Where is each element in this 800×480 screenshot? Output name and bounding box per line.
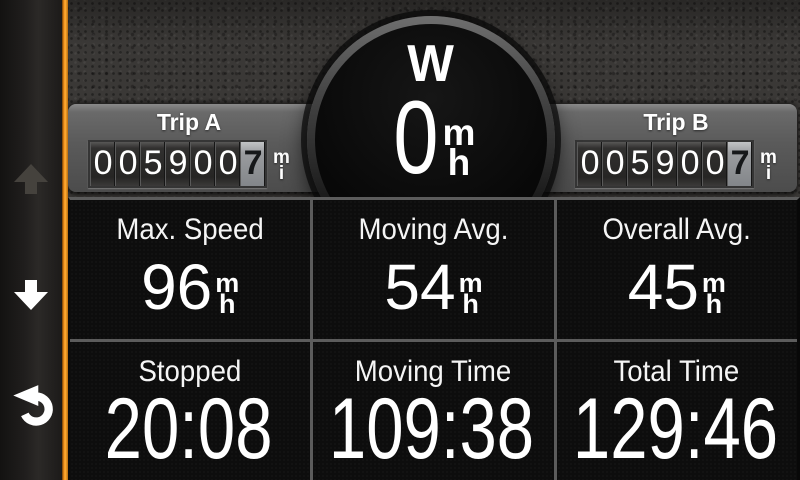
stat-label: Moving Avg. bbox=[358, 213, 509, 246]
scroll-up-button[interactable] bbox=[0, 156, 62, 202]
odometer-digit: 9 bbox=[165, 141, 191, 186]
odometer-digit: 0 bbox=[602, 141, 628, 186]
arrow-up-icon bbox=[14, 163, 48, 194]
stat-cell-max-speed[interactable]: Max. Speed 96 m h bbox=[70, 200, 311, 339]
menu-button[interactable] bbox=[0, 38, 62, 80]
stat-cell-total-time[interactable]: Total Time 129:46 bbox=[556, 341, 797, 480]
odometer-counter-digit: 7 bbox=[240, 141, 266, 186]
stat-label: Total Time bbox=[613, 354, 740, 388]
stat-value: 129:46 bbox=[572, 380, 778, 477]
accent-stripe bbox=[62, 0, 68, 480]
stat-cell-moving-avg[interactable]: Moving Avg. 54 m h bbox=[313, 200, 554, 339]
odometer-digit: 0 bbox=[215, 141, 241, 186]
stat-cell-overall-avg[interactable]: Overall Avg. 45 m h bbox=[556, 200, 797, 339]
stat-cell-stopped[interactable]: Stopped 20:08 bbox=[70, 341, 311, 480]
odometer-digit: 5 bbox=[627, 141, 653, 186]
stat-unit: m h bbox=[215, 268, 240, 320]
trip-a-label: Trip A bbox=[156, 109, 222, 135]
stat-value: 20:08 bbox=[104, 380, 273, 477]
current-speed: 0 m h bbox=[387, 80, 476, 196]
odometer-digit: 0 bbox=[702, 141, 728, 186]
odometer-digit: 0 bbox=[190, 141, 216, 186]
speed-value: 0 bbox=[392, 80, 439, 196]
trip-a-panel[interactable]: Trip A 0 0 5 9 0 0 7 m i bbox=[68, 104, 310, 192]
stat-unit: m h bbox=[458, 268, 483, 320]
arrow-down-icon bbox=[14, 279, 48, 310]
odometer-digit: 5 bbox=[140, 141, 166, 186]
stat-label: Stopped bbox=[138, 354, 242, 388]
trip-b-panel[interactable]: Trip B 0 0 5 9 0 0 7 m i bbox=[555, 104, 797, 192]
main-content: Trip A 0 0 5 9 0 0 7 m i bbox=[68, 0, 800, 480]
scroll-down-button[interactable] bbox=[0, 272, 62, 318]
trip-b-unit: m i bbox=[760, 147, 777, 184]
compass-speed-gauge[interactable]: W 0 m h bbox=[307, 16, 555, 197]
stat-value: 96 bbox=[141, 251, 213, 324]
trip-b-label: Trip B bbox=[643, 109, 709, 135]
speed-unit: m h bbox=[442, 112, 476, 183]
stats-grid: Max. Speed 96 m h Moving Avg. 54 m h bbox=[68, 197, 800, 480]
odometer-digit: 0 bbox=[577, 141, 603, 186]
trip-a-odometer: 0 0 5 9 0 0 7 m i bbox=[88, 139, 290, 188]
stat-value: 45 bbox=[627, 251, 699, 324]
trip-b-odometer: 0 0 5 9 0 0 7 m i bbox=[575, 139, 777, 188]
stat-label: Max. Speed bbox=[116, 213, 264, 246]
header: Trip A 0 0 5 9 0 0 7 m i bbox=[68, 0, 800, 197]
odometer-digit: 9 bbox=[652, 141, 678, 186]
sidebar bbox=[0, 0, 62, 480]
stat-unit: m h bbox=[701, 268, 726, 320]
stat-label: Overall Avg. bbox=[602, 213, 751, 246]
stat-cell-moving-time[interactable]: Moving Time 109:38 bbox=[313, 341, 554, 480]
stat-value: 109:38 bbox=[329, 380, 535, 477]
undo-arrow-icon bbox=[13, 385, 53, 426]
odometer-digit: 0 bbox=[677, 141, 703, 186]
odometer-counter-digit: 7 bbox=[727, 141, 753, 186]
back-button[interactable] bbox=[0, 380, 62, 434]
stat-value: 54 bbox=[384, 251, 456, 324]
odometer-digit: 0 bbox=[115, 141, 141, 186]
stat-label: Moving Time bbox=[355, 354, 512, 388]
odometer-digit: 0 bbox=[90, 141, 116, 186]
trip-a-unit: m i bbox=[273, 147, 290, 184]
compass-heading: W bbox=[407, 35, 455, 93]
